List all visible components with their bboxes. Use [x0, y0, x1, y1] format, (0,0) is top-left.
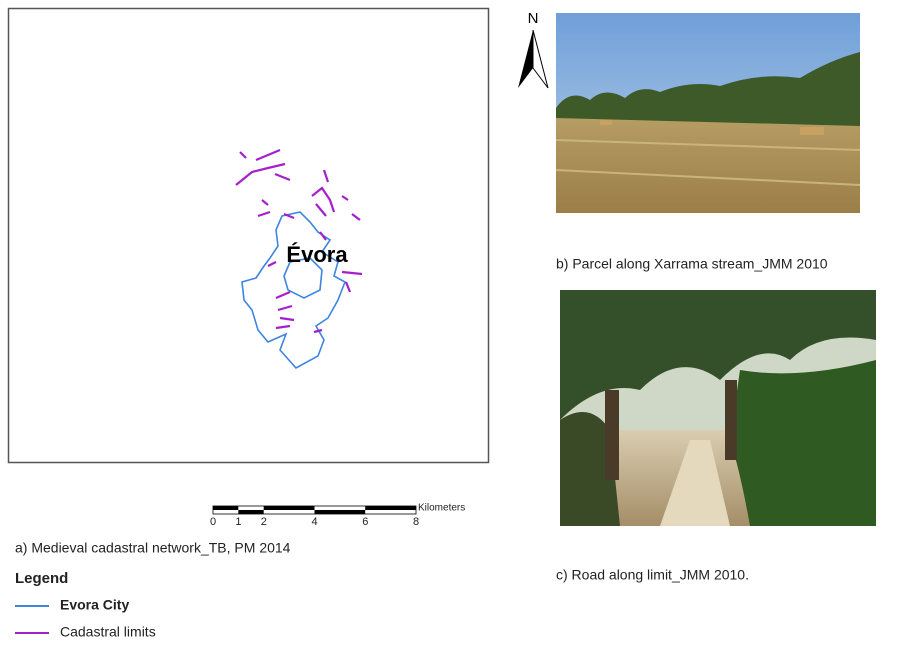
north-label: N — [528, 10, 539, 27]
scale-segment — [365, 506, 416, 510]
scale-tick-label: 6 — [362, 516, 368, 528]
photo-road — [560, 290, 876, 526]
photo-caption: c) Road along limit_JMM 2010. — [556, 567, 749, 583]
scale-tick-label: 4 — [311, 516, 317, 528]
legend-title: Legend — [15, 570, 68, 587]
north-arrow — [518, 30, 533, 88]
place-label: Évora — [286, 242, 348, 267]
scale-tick-label: 1 — [235, 516, 241, 528]
scale-segment — [264, 506, 315, 510]
photo-caption: b) Parcel along Xarrama stream_JMM 2010 — [556, 256, 828, 272]
scale-segment — [238, 510, 263, 514]
north-arrow — [533, 30, 548, 88]
map-caption: a) Medieval cadastral network_TB, PM 201… — [15, 540, 291, 556]
scale-segment — [315, 506, 366, 510]
scale-segment — [315, 510, 366, 514]
legend-label: Cadastral limits — [60, 624, 156, 640]
figure: Évora N 0 1 2 4 6 8 Kilometers a) Medieval ca… — [0, 0, 922, 655]
legend-label: Evora City — [60, 597, 129, 613]
scale-unit: Kilometers — [418, 503, 465, 514]
photo-parcel — [556, 13, 860, 213]
scale-tick-label: 0 — [210, 516, 216, 528]
scale-segment — [264, 510, 315, 514]
map-frame — [9, 9, 489, 463]
scale-segment — [238, 506, 263, 510]
scale-tick-label: 2 — [261, 516, 267, 528]
scale-segment — [213, 506, 238, 510]
scale-bar: 0 1 2 4 6 8 — [210, 506, 419, 528]
scale-segment — [365, 510, 416, 514]
scale-segment — [213, 510, 238, 514]
scale-tick-label: 8 — [413, 516, 419, 528]
